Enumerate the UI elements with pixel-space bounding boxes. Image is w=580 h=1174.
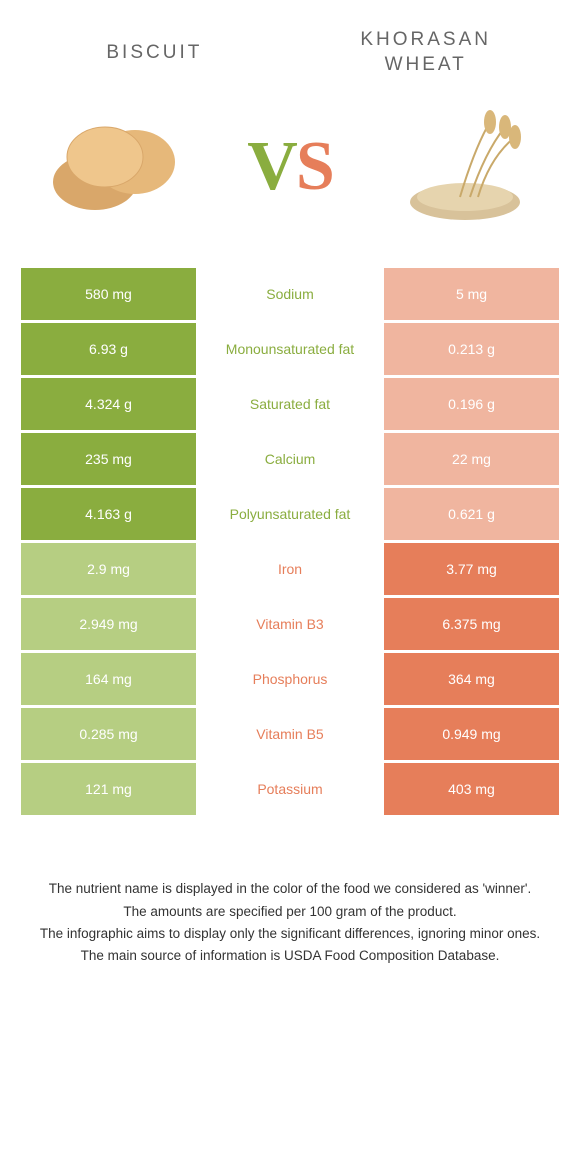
table-row: 164 mgPhosphorus364 mg	[21, 653, 559, 705]
biscuit-image	[40, 107, 190, 227]
nutrient-label: Vitamin B5	[196, 708, 384, 760]
left-value: 121 mg	[21, 763, 196, 815]
nutrient-label: Calcium	[196, 433, 384, 485]
left-value: 2.9 mg	[21, 543, 196, 595]
right-value: 403 mg	[384, 763, 559, 815]
vs-label: VS	[247, 127, 333, 207]
table-row: 4.324 gSaturated fat0.196 g	[21, 378, 559, 430]
header: BISCUIT KHORASANWHEAT	[0, 0, 580, 87]
vs-v: V	[247, 128, 296, 205]
nutrient-label: Saturated fat	[196, 378, 384, 430]
wheat-icon	[390, 107, 540, 227]
left-value: 2.949 mg	[21, 598, 196, 650]
nutrient-label: Iron	[196, 543, 384, 595]
left-value: 164 mg	[21, 653, 196, 705]
footnote-line: The infographic aims to display only the…	[30, 924, 550, 944]
nutrient-label: Polyunsaturated fat	[196, 488, 384, 540]
right-value: 22 mg	[384, 433, 559, 485]
right-food-title: KHORASANWHEAT	[321, 28, 530, 77]
left-value: 6.93 g	[21, 323, 196, 375]
table-row: 121 mgPotassium403 mg	[21, 763, 559, 815]
nutrient-table: 580 mgSodium5 mg6.93 gMonounsaturated fa…	[20, 267, 560, 819]
nutrient-label: Vitamin B3	[196, 598, 384, 650]
right-value: 5 mg	[384, 268, 559, 320]
footnote-line: The nutrient name is displayed in the co…	[30, 879, 550, 899]
left-value: 580 mg	[21, 268, 196, 320]
table-row: 2.949 mgVitamin B36.375 mg	[21, 598, 559, 650]
nutrient-label: Potassium	[196, 763, 384, 815]
right-value: 3.77 mg	[384, 543, 559, 595]
right-value: 0.213 g	[384, 323, 559, 375]
nutrient-label: Monounsaturated fat	[196, 323, 384, 375]
wheat-image	[390, 107, 540, 227]
left-value: 235 mg	[21, 433, 196, 485]
right-value: 0.621 g	[384, 488, 559, 540]
table-row: 4.163 gPolyunsaturated fat0.621 g	[21, 488, 559, 540]
right-value: 0.949 mg	[384, 708, 559, 760]
right-value: 0.196 g	[384, 378, 559, 430]
left-value: 4.163 g	[21, 488, 196, 540]
vs-s: S	[296, 128, 333, 205]
footnote-line: The amounts are specified per 100 gram o…	[30, 902, 550, 922]
table-row: 0.285 mgVitamin B50.949 mg	[21, 708, 559, 760]
table-row: 2.9 mgIron3.77 mg	[21, 543, 559, 595]
footnotes: The nutrient name is displayed in the co…	[30, 879, 550, 966]
table-row: 580 mgSodium5 mg	[21, 268, 559, 320]
right-value: 364 mg	[384, 653, 559, 705]
right-value: 6.375 mg	[384, 598, 559, 650]
nutrient-label: Phosphorus	[196, 653, 384, 705]
left-food-title: BISCUIT	[50, 42, 259, 64]
nutrient-label: Sodium	[196, 268, 384, 320]
left-value: 4.324 g	[21, 378, 196, 430]
table-row: 235 mgCalcium22 mg	[21, 433, 559, 485]
footnote-line: The main source of information is USDA F…	[30, 946, 550, 966]
table-row: 6.93 gMonounsaturated fat0.213 g	[21, 323, 559, 375]
right-food-title-text: KHORASANWHEAT	[360, 29, 491, 75]
images-row: VS	[0, 87, 580, 257]
left-value: 0.285 mg	[21, 708, 196, 760]
biscuit-icon	[40, 107, 190, 227]
